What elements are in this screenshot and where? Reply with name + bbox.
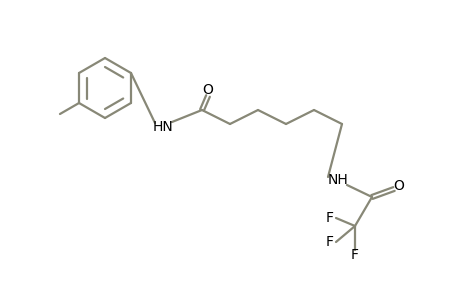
Text: F: F bbox=[325, 211, 333, 225]
Text: O: O bbox=[393, 179, 403, 193]
Text: F: F bbox=[325, 235, 333, 249]
Text: O: O bbox=[202, 83, 213, 97]
Text: HN: HN bbox=[152, 120, 173, 134]
Text: NH: NH bbox=[327, 173, 347, 187]
Text: F: F bbox=[350, 248, 358, 262]
